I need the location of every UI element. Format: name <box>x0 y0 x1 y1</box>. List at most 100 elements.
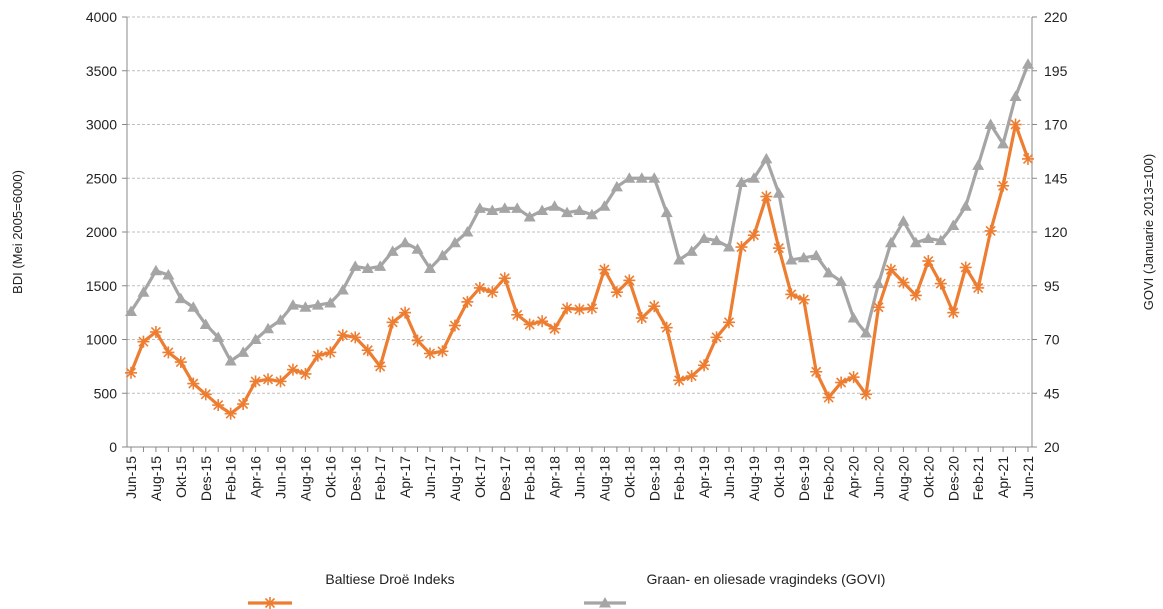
triangle-marker <box>336 284 349 295</box>
left-y-tick-label: 1000 <box>86 332 117 348</box>
triangle-marker <box>212 331 225 342</box>
x-tick-label: Jun-15 <box>123 456 139 499</box>
legend-item-bdi: Baltiese Droë Indeks <box>248 571 455 609</box>
star-marker <box>934 277 947 290</box>
x-tick-label: Feb-16 <box>223 456 239 501</box>
legend-item-govi: Graan- en oliesade vragindeks (GOVI) <box>584 571 885 608</box>
star-marker-stroke <box>773 243 784 254</box>
star-marker <box>411 334 424 347</box>
left-y-tick-label: 500 <box>94 385 118 401</box>
star-marker <box>735 241 748 254</box>
star-marker <box>511 308 524 321</box>
gridlines <box>127 16 1032 394</box>
star-marker-stroke <box>437 346 448 357</box>
star-marker <box>374 360 387 373</box>
x-tick-label: Okt-18 <box>621 456 637 498</box>
x-tick-label: Okt-20 <box>920 456 936 498</box>
triangle-marker <box>187 301 200 312</box>
triangle-marker <box>174 292 187 304</box>
right-y-tick-label: 70 <box>1044 332 1060 348</box>
left-y-axis-title: BDI (Mei 2005=6000) <box>10 170 25 294</box>
legend: Baltiese Droë Indeks Graan- en oliesade v… <box>248 571 885 609</box>
triangle-marker <box>984 118 997 129</box>
star-marker-stroke <box>238 398 249 410</box>
star-marker-stroke <box>250 376 261 387</box>
left-y-tick-label: 3000 <box>86 117 117 133</box>
right-y-tick-label: 120 <box>1044 224 1068 240</box>
star-marker-stroke <box>786 289 797 300</box>
star-marker-stroke <box>362 345 373 356</box>
star-marker-stroke <box>337 330 348 341</box>
star-marker-stroke <box>512 309 523 320</box>
triangle-marker <box>361 262 374 274</box>
star-marker-stroke <box>462 296 473 307</box>
triangle-marker <box>162 269 175 280</box>
x-tick-label: Apr-21 <box>995 456 1011 498</box>
star-marker-stroke <box>300 368 311 379</box>
left-y-tick-label: 1500 <box>86 278 117 294</box>
x-tick-label: Jun-21 <box>1020 456 1036 499</box>
star-marker <box>972 281 985 294</box>
star-marker <box>561 302 574 315</box>
star-marker <box>224 407 237 420</box>
triangle-marker <box>934 234 947 246</box>
star-marker-stroke <box>736 241 747 253</box>
star-marker <box>249 375 262 388</box>
triangle-marker <box>498 202 511 213</box>
x-tick-label: Okt-19 <box>771 456 787 498</box>
x-tick-label: Jun-17 <box>422 456 438 499</box>
triangle-marker <box>1009 90 1022 102</box>
left-y-tick-label: 4000 <box>86 9 117 25</box>
triangle-marker <box>872 277 885 289</box>
legend-label: Baltiese Droë Indeks <box>325 571 454 587</box>
triangle-marker <box>997 137 1010 149</box>
triangle-marker <box>286 299 299 310</box>
star-marker-stroke <box>325 347 336 358</box>
star-marker <box>1022 152 1034 165</box>
x-tick-label: Jun-16 <box>273 456 289 499</box>
star-marker <box>772 242 785 255</box>
star-marker <box>822 391 835 404</box>
star-marker <box>698 359 711 372</box>
triangle-marker <box>374 260 387 271</box>
star-marker-stroke <box>848 372 859 383</box>
x-tick-label: Feb-21 <box>970 456 986 501</box>
star-marker-stroke <box>674 375 685 386</box>
triangle-marker <box>436 249 449 261</box>
triangle-marker <box>536 204 549 215</box>
triangle-marker <box>635 172 648 183</box>
star-marker <box>486 286 499 299</box>
star-marker-stroke <box>998 180 1009 191</box>
star-marker <box>860 388 873 401</box>
left-y-tick-label: 0 <box>109 439 117 455</box>
right-y-tick-label: 95 <box>1044 278 1060 294</box>
left-y-tick-label: 2500 <box>86 170 117 186</box>
right-y-tick-label: 20 <box>1044 439 1060 455</box>
star-marker <box>286 363 299 376</box>
star-marker <box>610 286 623 299</box>
x-tick-label: Aug-16 <box>297 456 313 501</box>
x-tick-label: Aug-18 <box>596 456 612 501</box>
star-marker-stroke <box>424 348 436 359</box>
triangle-marker <box>249 333 262 344</box>
triangle-marker <box>461 226 474 237</box>
star-marker <box>424 347 436 360</box>
star-marker-stroke <box>125 367 137 378</box>
star-marker <box>922 255 935 268</box>
triangle-marker <box>224 355 237 366</box>
triangle-marker <box>660 206 673 218</box>
star-marker <box>199 388 212 401</box>
star-marker <box>835 376 848 389</box>
triangle-marker <box>623 172 636 183</box>
triangle-marker <box>785 253 798 265</box>
triangle-marker <box>747 172 760 183</box>
star-marker-stroke <box>748 230 759 241</box>
star-marker-stroke <box>586 303 598 314</box>
triangle-marker <box>884 236 897 248</box>
x-tick-label: Aug-17 <box>447 456 463 501</box>
star-marker-stroke <box>711 332 722 343</box>
series-bdi <box>125 118 1034 420</box>
star-marker-stroke <box>1010 119 1021 130</box>
star-marker-stroke <box>225 408 236 419</box>
